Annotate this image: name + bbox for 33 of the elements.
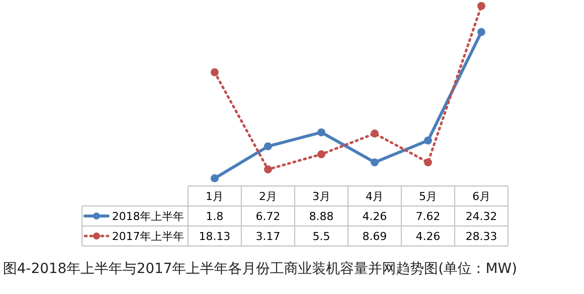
point — [477, 2, 486, 10]
x-tick-label: 6月 — [472, 190, 490, 203]
point — [424, 136, 432, 145]
data-label: 8.69 — [362, 230, 387, 243]
point — [264, 142, 272, 150]
data-label: 6.72 — [256, 210, 280, 223]
data-label: 24.32 — [466, 210, 498, 223]
data-label: 4.26 — [416, 230, 440, 243]
x-tick-label: 2月 — [259, 190, 277, 203]
point — [210, 174, 219, 182]
point — [477, 28, 486, 36]
text: 图4-2018年上半年与2017年上半年各月份工商业装机容量并网趋势图(单位：MW) — [3, 261, 518, 277]
data-label: 3.17 — [256, 230, 280, 243]
x-tick-label: 3月 — [312, 190, 330, 203]
data-label: 18.13 — [198, 230, 230, 243]
point — [210, 68, 219, 76]
data-label: 1.8 — [206, 210, 224, 223]
data-label: 4.26 — [362, 210, 387, 223]
data-label: 28.33 — [466, 230, 498, 243]
point — [317, 128, 326, 136]
data-label: 8.88 — [309, 210, 334, 223]
point — [370, 130, 379, 138]
x-tick-label: 4月 — [366, 190, 384, 203]
point — [317, 150, 326, 158]
data-label: 7.62 — [416, 210, 440, 223]
legend-label: 2017年上半年 — [112, 230, 184, 243]
point — [370, 158, 379, 166]
point — [424, 158, 432, 166]
x-tick-label: 5月 — [419, 190, 437, 203]
data-label: 5.5 — [312, 230, 330, 243]
point — [264, 165, 272, 174]
legend-label: 2018年上半年 — [112, 210, 184, 223]
x-tick-label: 1月 — [206, 190, 224, 203]
